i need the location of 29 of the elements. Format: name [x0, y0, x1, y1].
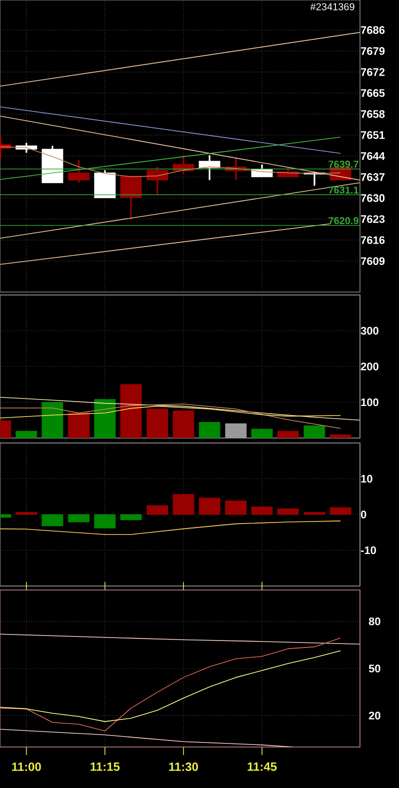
y-tick-label: 7658 [360, 110, 385, 118]
y-tick-label: 7679 [360, 47, 385, 55]
y-tick-label: 7665 [360, 89, 385, 97]
ref-line-label: 7620.9 [328, 217, 358, 224]
y-tick-label: 7630 [360, 194, 385, 202]
x-tick-label: 11:15 [90, 762, 120, 771]
y-tick-label: 7609 [360, 257, 385, 265]
ref-line-label: 7631.1 [328, 186, 359, 194]
x-tick-label: 11:45 [248, 762, 277, 771]
y-tick-label: 300 [360, 326, 378, 335]
y-tick-label: 50 [368, 664, 380, 672]
annotation: #2341369 [310, 3, 354, 10]
y-tick-label: 80 [368, 618, 380, 626]
y-tick-label: 10 [361, 474, 372, 483]
y-tick-label: 7651 [360, 131, 385, 139]
y-tick-label: 7644 [360, 152, 385, 160]
y-tick-label: 7637 [360, 173, 384, 181]
y-tick-label: 0 [360, 510, 366, 518]
x-tick-label: 11:30 [169, 762, 198, 772]
y-tick-label: 7672 [360, 68, 385, 76]
y-tick-label: 7616 [360, 236, 385, 244]
ref-line-label: 7639.7 [328, 160, 358, 168]
y-tick-label: 20 [368, 712, 380, 720]
x-tick-label: 11:00 [12, 762, 41, 772]
y-tick-label: 7686 [360, 26, 385, 34]
y-tick-label: 200 [360, 362, 378, 370]
y-tick-label: -10 [360, 546, 376, 554]
y-tick-label: 7623 [360, 215, 385, 223]
y-tick-label: 100 [361, 398, 378, 406]
